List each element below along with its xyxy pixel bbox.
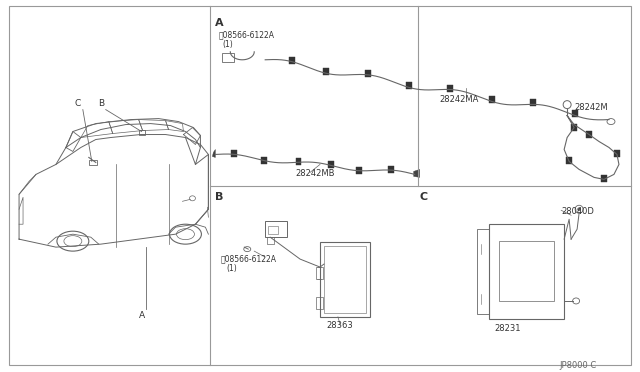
Polygon shape <box>356 167 362 174</box>
Text: 28242MB: 28242MB <box>295 169 335 179</box>
Polygon shape <box>530 99 536 106</box>
Text: 28242MA: 28242MA <box>440 94 479 104</box>
Polygon shape <box>601 175 607 182</box>
Text: A: A <box>139 311 145 320</box>
Polygon shape <box>289 57 295 64</box>
Polygon shape <box>489 96 495 103</box>
Polygon shape <box>406 83 412 89</box>
Bar <box>490 224 564 319</box>
Bar <box>324 246 366 313</box>
Text: 28363: 28363 <box>326 321 353 330</box>
Text: (1): (1) <box>227 264 237 273</box>
Bar <box>222 53 234 62</box>
Text: (1): (1) <box>222 40 233 49</box>
Polygon shape <box>566 157 572 164</box>
Text: B: B <box>98 99 104 108</box>
Polygon shape <box>586 131 592 138</box>
Bar <box>265 221 287 237</box>
Polygon shape <box>232 150 237 157</box>
Polygon shape <box>447 84 453 92</box>
Bar <box>268 226 278 234</box>
Text: B: B <box>216 192 224 202</box>
Polygon shape <box>572 110 577 117</box>
Polygon shape <box>413 169 420 177</box>
Bar <box>316 297 323 309</box>
Text: C: C <box>420 192 428 202</box>
Bar <box>316 267 323 279</box>
Text: ゃ08566-6122A: ゃ08566-6122A <box>218 30 275 39</box>
Text: 28242M: 28242M <box>574 103 608 112</box>
Polygon shape <box>388 166 394 173</box>
Polygon shape <box>571 124 577 131</box>
Polygon shape <box>365 70 371 77</box>
Bar <box>477 229 490 314</box>
Text: C: C <box>75 99 81 108</box>
Text: JP8000 C: JP8000 C <box>559 361 596 370</box>
Bar <box>89 160 97 166</box>
Text: 28231: 28231 <box>494 324 521 333</box>
Bar <box>499 241 554 301</box>
Bar <box>139 129 145 135</box>
Text: 28040D: 28040D <box>561 207 594 216</box>
Polygon shape <box>323 68 330 75</box>
Polygon shape <box>262 157 268 164</box>
Text: A: A <box>216 18 224 28</box>
Text: ゃ08566-6122A: ゃ08566-6122A <box>220 254 276 263</box>
Bar <box>320 242 370 317</box>
Ellipse shape <box>577 208 580 211</box>
Polygon shape <box>614 150 620 157</box>
Polygon shape <box>212 150 216 157</box>
Polygon shape <box>296 158 301 165</box>
Polygon shape <box>328 161 333 168</box>
